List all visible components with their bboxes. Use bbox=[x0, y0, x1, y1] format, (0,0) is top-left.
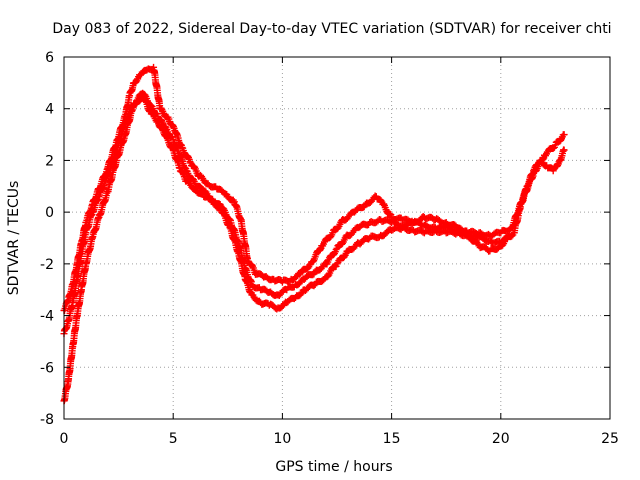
trace-marker bbox=[161, 122, 169, 130]
y-tick-label: -2 bbox=[40, 257, 54, 273]
trace-marker bbox=[539, 155, 547, 163]
data-point bbox=[560, 131, 568, 139]
trace-marker bbox=[332, 246, 340, 254]
y-tick-label: -8 bbox=[40, 412, 54, 428]
trace-marker bbox=[310, 282, 318, 290]
trace-marker bbox=[186, 158, 194, 166]
trace-marker bbox=[220, 205, 228, 213]
data-point bbox=[560, 146, 568, 154]
trace-marker bbox=[191, 163, 199, 171]
trace-marker bbox=[554, 161, 562, 169]
y-tick-label: 4 bbox=[45, 102, 54, 118]
trace-marker bbox=[334, 224, 342, 232]
x-tick-label: 25 bbox=[601, 431, 619, 447]
data-point bbox=[503, 234, 511, 242]
x-tick-label: 20 bbox=[492, 431, 510, 447]
y-tick-labels: -8 -6 -4 -2 0 2 4 6 bbox=[40, 50, 54, 428]
chart-title: Day 083 of 2022, Sidereal Day-to-day VTE… bbox=[52, 21, 611, 37]
x-tick-label: 15 bbox=[383, 431, 401, 447]
x-tick-label: 10 bbox=[273, 431, 291, 447]
data-marks bbox=[60, 63, 568, 405]
trace-marker bbox=[141, 91, 149, 99]
trace-marker bbox=[316, 246, 324, 254]
trace-marker bbox=[184, 152, 192, 160]
axis-ticks bbox=[63, 56, 611, 420]
y-tick-label: 0 bbox=[45, 205, 54, 221]
y-tick-label: 2 bbox=[45, 153, 54, 169]
trace-marker bbox=[532, 166, 540, 174]
x-tick-labels: 0 5 10 15 20 25 bbox=[60, 431, 619, 447]
plot-frame bbox=[63, 56, 611, 420]
x-tick-label: 0 bbox=[60, 431, 69, 447]
y-tick-label: 6 bbox=[45, 50, 54, 66]
y-tick-label: -4 bbox=[40, 309, 54, 325]
x-tick-label: 5 bbox=[169, 431, 178, 447]
trace-marker bbox=[147, 101, 155, 109]
y-axis-label: SDTVAR / TECUs bbox=[6, 181, 22, 296]
trace-marker bbox=[310, 257, 318, 265]
x-axis-label: GPS time / hours bbox=[275, 459, 392, 475]
trace-marker bbox=[380, 200, 388, 208]
y-tick-label: -6 bbox=[40, 360, 54, 376]
trace-marker bbox=[158, 117, 166, 125]
